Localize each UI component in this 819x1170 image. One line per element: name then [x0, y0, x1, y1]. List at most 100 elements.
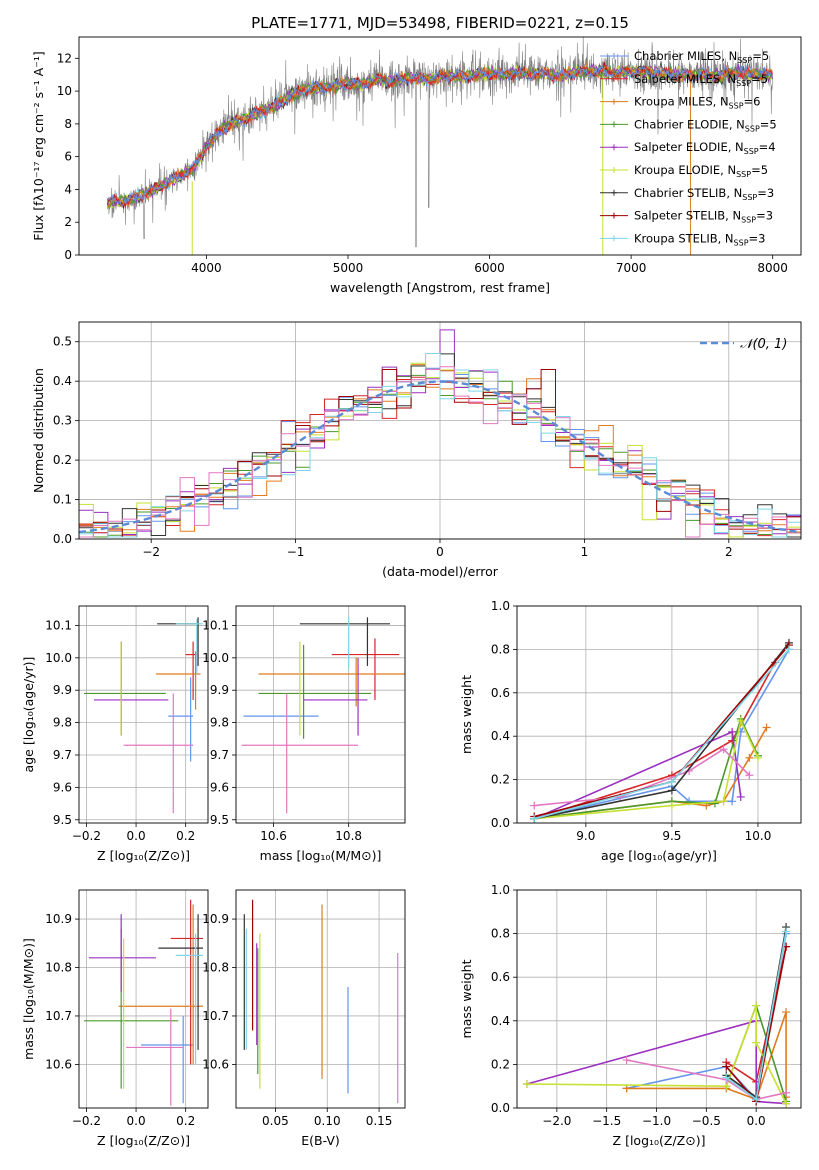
legend-marker [611, 235, 617, 242]
axes-mass_vs_ebv: 0.05 0.10 0.15 10.6 10.7 10.8 10.9 E(B-V) [202, 890, 405, 1148]
x-tick-label: −1 [287, 545, 305, 559]
weight-point [782, 927, 791, 936]
x-axis-label: age [log₁₀(age/yr)] [601, 848, 717, 863]
axes-age_vs_Z: −0.2 0.0 0.2 9.5 9.6 9.7 9.8 9.9 10.0 10.1 Z [log₁… [21, 606, 208, 863]
x-tick-label: −1.5 [592, 1114, 621, 1128]
errorbar-series [83, 617, 204, 814]
legend-marker [611, 189, 617, 196]
legend-label-tail: =3 [756, 209, 773, 223]
legend-label: Kroupa ELODIE, NSSP=5 [634, 163, 768, 179]
x-tick-label: 0.05 [262, 1114, 289, 1128]
y-tick-label: 9.6 [210, 780, 229, 794]
x-tick-label: 0.0 [747, 1114, 766, 1128]
y-tick-label: 10.8 [45, 961, 72, 975]
axes-residuals: −2 −1 0 1 2 0.0 0.1 0.2 0.3 0.4 0.5 (data-model)/er… [31, 322, 801, 579]
x-axis-label: (data-model)/error [382, 564, 499, 579]
weight-point [667, 777, 676, 786]
y-tick-label: 9.9 [53, 683, 72, 697]
x-tick-label: −0.5 [692, 1114, 721, 1128]
x-tick-label: 0.15 [366, 1114, 393, 1128]
weight-point [784, 645, 793, 654]
legend-label-main: Chabrier ELODIE, N [634, 117, 745, 131]
legend-marker [611, 98, 617, 105]
x-tick-label: 6000 [474, 261, 505, 275]
legend-label-tail: =5 [760, 117, 777, 131]
legend-label-sub: SSP [745, 124, 760, 133]
legend-label-sub: SSP [734, 238, 749, 247]
y-axis-label: Flux [fλ10⁻¹⁷ erg cm⁻² s⁻¹ A⁻¹] [31, 51, 46, 240]
y-tick-label: 0.8 [491, 642, 510, 656]
legend-label-sub: SSP [736, 170, 751, 179]
weight-point [530, 814, 539, 823]
x-tick-label: 9.0 [576, 829, 595, 843]
y-axis-label: mass [log₁₀(M/M⊙)] [21, 938, 36, 1060]
y-tick-label: 9.7 [53, 748, 72, 762]
axes-frame [235, 889, 406, 1109]
x-tick-label: 5000 [333, 261, 364, 275]
weight-point [745, 771, 754, 780]
x-tick-label: 9.5 [662, 829, 681, 843]
y-tick-label: 0.4 [491, 1014, 510, 1028]
weight-point [530, 801, 539, 810]
y-axis-label: age [log₁₀(age/yr)] [21, 657, 36, 773]
axes-weight_vs_age: 9.0 9.5 10.0 0.0 0.2 0.4 0.6 0.8 1.0 age [log₁₀(a… [459, 599, 801, 863]
legend-label: Salpeter ELODIE, NSSP=4 [634, 140, 776, 156]
y-tick-label: 10.1 [45, 618, 72, 632]
x-tick-label: 0.2 [176, 829, 195, 843]
x-axis-label: mass [log₁₀(M/M⊙)] [260, 848, 382, 863]
weight-point [667, 786, 676, 795]
axes-frame [78, 605, 209, 824]
weight-line [534, 644, 790, 818]
y-tick-label: 10.7 [202, 1009, 229, 1023]
y-tick-label: 10.9 [45, 912, 72, 926]
legend-label-tail: =5 [752, 49, 769, 63]
y-tick-label: 10 [57, 84, 72, 98]
legend-label-tail: =3 [749, 231, 766, 245]
legend-label-sub: SSP [742, 193, 757, 202]
weight-line [526, 1019, 787, 1105]
legend-marker [611, 212, 617, 219]
weight-line [626, 1059, 787, 1101]
errorbar-series [243, 899, 399, 1104]
weight-point [719, 797, 728, 806]
x-tick-label: −0.2 [72, 1114, 101, 1128]
x-tick-label: 0.0 [127, 1114, 146, 1128]
x-tick-label: 10.0 [745, 829, 772, 843]
y-tick-label: 10.8 [202, 961, 229, 975]
x-tick-label: 10.8 [335, 829, 362, 843]
legend-label-sub: SSP [736, 79, 751, 88]
weight-point [728, 727, 737, 736]
weight-point [722, 1062, 731, 1071]
legend-marker [611, 75, 617, 82]
x-tick-label: 10.6 [260, 829, 287, 843]
gaussian-curve [79, 380, 799, 534]
y-tick-label: 9.8 [210, 716, 229, 730]
y-tick-label: 1.0 [491, 883, 510, 897]
x-tick-label: 2 [725, 545, 733, 559]
weight-series [530, 638, 793, 823]
y-tick-label: 0 [64, 248, 72, 262]
y-tick-label: 0.4 [491, 729, 510, 743]
y-tick-label: 4 [64, 182, 72, 196]
x-tick-label: −2.0 [542, 1114, 571, 1128]
y-tick-label: 0.5 [53, 335, 72, 349]
axes-frame [516, 605, 802, 824]
y-axis-label: mass weight [459, 959, 474, 1038]
axes-frame [78, 889, 209, 1109]
y-tick-label: 0.0 [491, 1101, 510, 1115]
weight-point [722, 1073, 731, 1082]
weight-point [728, 797, 737, 806]
weight-point [745, 753, 754, 762]
legend-label-tail: =4 [759, 140, 776, 154]
weight-point [752, 1001, 761, 1010]
errorbar-series [241, 617, 405, 814]
axes-mass_vs_Z: −0.2 0.0 0.2 10.6 10.7 10.8 10.9 Z [log₁₀(Z/Z⊙)… [21, 890, 208, 1148]
legend-label-tail: =5 [751, 72, 768, 86]
axes-frame [78, 36, 802, 256]
x-tick-label: −2 [142, 545, 160, 559]
x-tick-label: 0 [436, 545, 444, 559]
weight-point [782, 1088, 791, 1097]
legend-label: 𝒩(0, 1) [740, 337, 787, 352]
spectrum-series [106, 37, 773, 255]
